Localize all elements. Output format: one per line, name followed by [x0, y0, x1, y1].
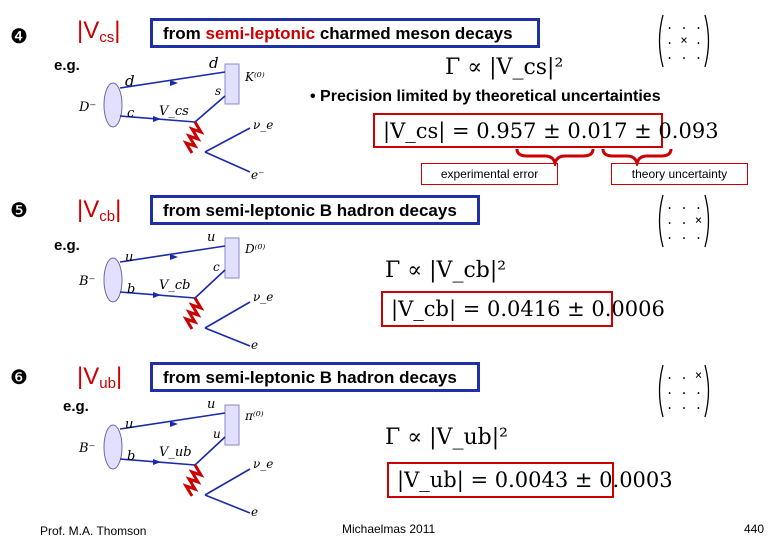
diagram-quark-label: b — [127, 449, 136, 464]
diagram-quark-label: c — [213, 260, 220, 274]
d-meson-blob — [224, 237, 240, 279]
b-meson-blob — [103, 424, 123, 470]
d-meson-blob — [103, 82, 123, 128]
diagram-quark-label: s — [215, 84, 222, 98]
vcb-result-box: |V_cb| = 0.0416 ± 0.0006 — [381, 291, 665, 327]
bullet-number-4: ❹ — [10, 24, 28, 48]
matrix-row: . . × — [665, 368, 703, 382]
matrix-row: . . . — [665, 398, 703, 412]
vcs-rate-formula: Γ ∝ |V_cs|² — [445, 55, 564, 80]
diagram-parent-label: B⁻ — [79, 441, 96, 456]
vub-eg-label: e.g. — [63, 398, 89, 415]
vcb-eg-label: e.g. — [54, 237, 80, 254]
diagram-meson-label: D⁽⁰⁾ — [245, 242, 266, 256]
pion-blob — [224, 404, 240, 446]
matrix-row: . . . — [665, 48, 703, 62]
matrix-row: . . . — [665, 383, 703, 397]
precision-note: • Precision limited by theoretical uncer… — [310, 88, 661, 105]
b-meson-blob — [103, 257, 123, 303]
diagram-parent-label: D⁻ — [79, 100, 97, 115]
diagram-parent-label: B⁻ — [79, 274, 96, 289]
diagram-quark-label: u — [125, 250, 134, 265]
vcs-eg-label: e.g. — [54, 57, 80, 74]
diagram-lepton-label: e⁻ — [251, 168, 265, 182]
matrix-row: . . . — [665, 198, 703, 212]
matrix-brackets — [658, 364, 710, 418]
bullet-number-6: ❻ — [10, 365, 28, 389]
vub-title-box: from semi-leptonic B hadron decays — [150, 362, 480, 392]
diagram-coupling-label: V_ub — [159, 445, 192, 460]
diagram-quark-label: u — [207, 230, 216, 245]
vcs-feynman-diagram: D⁻ d d s c V_cs K⁽⁰⁾ ν_e e⁻ — [75, 50, 305, 185]
experimental-error-label: experimental error — [421, 163, 558, 185]
vcs-result-box: |V_cs| = 0.957 ± 0.017 ± 0.093 — [373, 113, 719, 148]
diagram-lepton-label: e — [251, 338, 259, 352]
diagram-quark-label: d — [209, 54, 219, 72]
diagram-coupling-label: V_cb — [159, 278, 191, 293]
diagram-lepton-label: e — [251, 505, 259, 519]
vcs-ckm-matrix: . . . . × . . . . — [655, 12, 713, 70]
theory-uncertainty-label: theory uncertainty — [611, 163, 748, 185]
diagram-quark-label: d — [125, 72, 135, 90]
vub-feynman-diagram: B⁻ u u u b V_ub π⁽⁰⁾ ν_e e — [75, 395, 305, 525]
diagram-neutrino-label: ν_e — [253, 457, 274, 471]
vub-ckm-matrix: . . × . . . . . . — [655, 362, 713, 420]
vub-result-box: |V_ub| = 0.0043 ± 0.0003 — [387, 462, 673, 498]
page-number: 440 — [744, 522, 765, 536]
matrix-row: . × . — [665, 33, 703, 47]
diagram-quark-label: u — [207, 397, 216, 412]
diagram-meson-label: K⁽⁰⁾ — [245, 70, 265, 84]
diagram-quark-label: u — [213, 427, 221, 441]
diagram-neutrino-label: ν_e — [253, 118, 274, 132]
kaon-blob — [224, 63, 240, 105]
matrix-row: . . × — [665, 213, 703, 227]
diagram-quark-label: u — [125, 417, 134, 432]
matrix-row: . . . — [665, 228, 703, 242]
vub-heading: |Vub| — [77, 363, 123, 393]
diagram-neutrino-label: ν_e — [253, 290, 274, 304]
vcs-title-box: from semi-leptonic charmed meson decays — [150, 18, 540, 48]
vcb-title-box: from semi-leptonic B hadron decays — [150, 195, 480, 225]
diagram-quark-label: c — [127, 106, 135, 121]
matrix-brackets — [658, 14, 710, 68]
vcs-heading: |Vcs| — [77, 17, 121, 47]
diagram-quark-label: b — [127, 282, 136, 297]
vcb-heading: |Vcb| — [77, 196, 122, 226]
diagram-coupling-label: V_cs — [159, 104, 189, 119]
vcb-ckm-matrix: . . . . . × . . . — [655, 192, 713, 250]
diagram-meson-label: π⁽⁰⁾ — [245, 409, 264, 423]
matrix-row: . . . — [665, 18, 703, 32]
bullet-number-5: ❺ — [10, 198, 28, 222]
footer-term: Michaelmas 2011 — [342, 522, 436, 536]
footer-author: Prof. M.A. Thomson — [40, 524, 147, 538]
matrix-brackets — [658, 194, 710, 248]
vcb-rate-formula: Γ ∝ |V_cb|² — [385, 258, 507, 283]
vub-rate-formula: Γ ∝ |V_ub|² — [385, 425, 508, 450]
vcb-feynman-diagram: B⁻ u u c b V_cb D⁽⁰⁾ ν_e e — [75, 228, 305, 358]
